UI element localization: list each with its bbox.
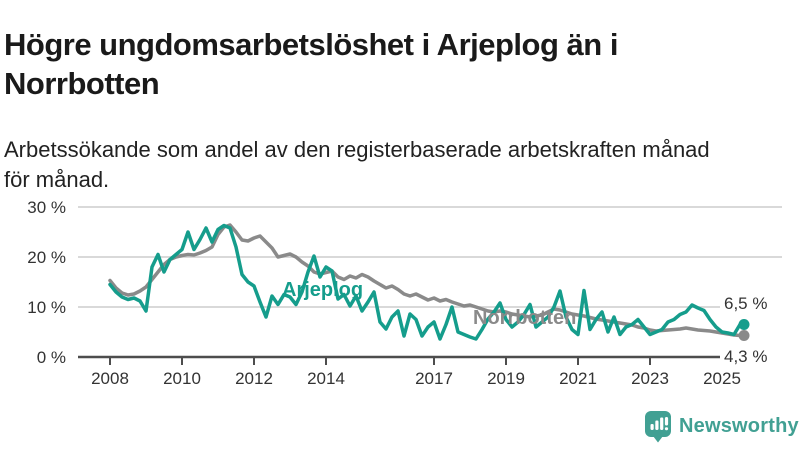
line-arjeplog bbox=[108, 223, 742, 341]
newsworthy-logo[interactable]: Newsworthy bbox=[644, 409, 799, 443]
svg-text:2014: 2014 bbox=[307, 369, 345, 388]
chart-subtitle: Arbetssökande som andel av den registerb… bbox=[4, 135, 794, 195]
y-axis-labels: 0 % 10 % 20 % 30 % bbox=[27, 198, 66, 367]
series-label-arjeplog: Arjeplog bbox=[282, 279, 363, 301]
svg-text:2010: 2010 bbox=[163, 369, 201, 388]
page-title-line-1: Högre ungdomsarbetslöshet i Arjeplog än … bbox=[4, 26, 618, 62]
svg-text:4,3 %: 4,3 % bbox=[724, 347, 767, 366]
x-axis-ticks-labels: 2008 2010 2012 2014 2017 2019 2021 2023 2025 bbox=[91, 357, 741, 388]
chart-subtitle-line-2: för månad. bbox=[4, 167, 110, 192]
svg-text:2021: 2021 bbox=[559, 369, 597, 388]
page-title-line-2: Norrbotten bbox=[4, 65, 160, 101]
end-dot-arjeplog bbox=[738, 319, 750, 330]
unemployment-line-chart: 0 %10 %20 %30 %2008 2010 2012 2014 2017 2019 2… bbox=[27, 198, 782, 388]
newsworthy-icon bbox=[645, 410, 671, 442]
series-label-norrbotten: Norrbotten bbox=[473, 307, 576, 329]
chart-subtitle-line-1: Arbetssökande som andel av den registerb… bbox=[4, 137, 710, 162]
end-dot-norrbotten bbox=[738, 330, 750, 341]
newsworthy-logo-text: Newsworthy bbox=[679, 414, 799, 437]
svg-text:2008: 2008 bbox=[91, 369, 129, 388]
svg-text:2025: 2025 bbox=[703, 369, 741, 388]
svg-text:2019: 2019 bbox=[487, 369, 525, 388]
gridlines bbox=[78, 206, 782, 308]
svg-text:10 %: 10 % bbox=[27, 298, 66, 317]
svg-text:0 %: 0 % bbox=[37, 348, 66, 367]
svg-text:2017: 2017 bbox=[415, 369, 453, 388]
svg-text:30 %: 30 % bbox=[27, 198, 66, 217]
svg-text:2012: 2012 bbox=[235, 369, 273, 388]
end-label-arjeplog: 6,5 % bbox=[720, 294, 782, 313]
page-title: Högre ungdomsarbetslöshet i Arjeplog än … bbox=[4, 25, 784, 103]
end-label-norrbotten: 4,3 % bbox=[720, 347, 782, 366]
svg-text:20 %: 20 % bbox=[27, 248, 66, 267]
svg-text:6,5 %: 6,5 % bbox=[724, 294, 767, 313]
svg-text:2023: 2023 bbox=[631, 369, 669, 388]
line-norrbotten bbox=[108, 223, 742, 338]
